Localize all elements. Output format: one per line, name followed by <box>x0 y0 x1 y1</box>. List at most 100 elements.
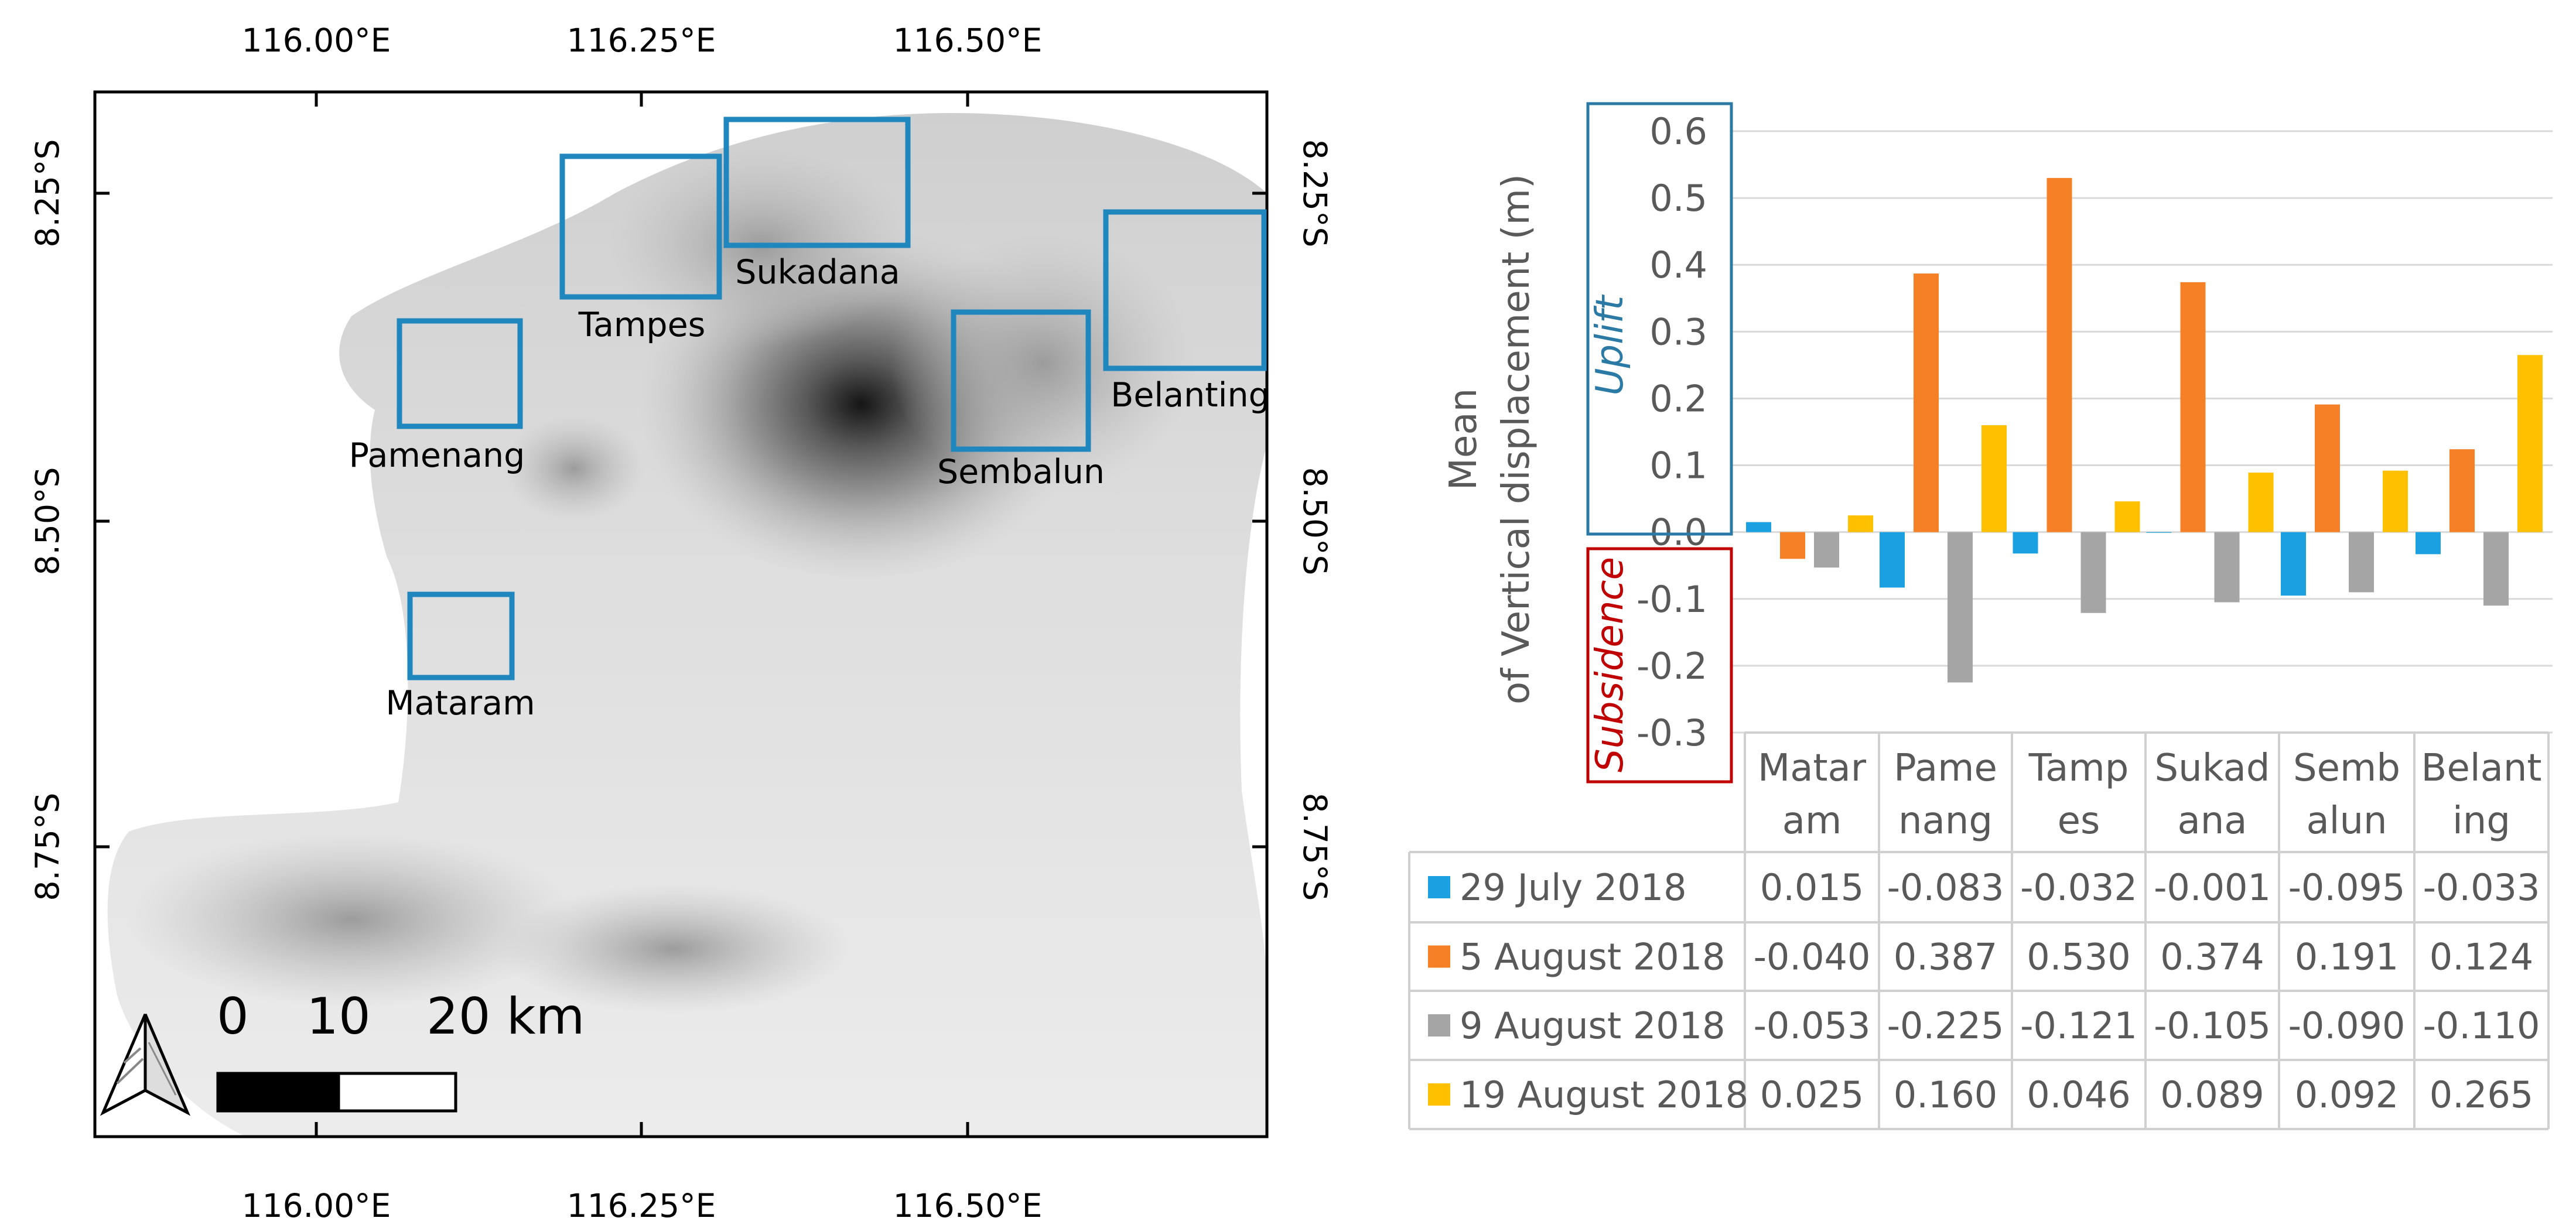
y-axis-label-line2: of Vertical displacement (m) <box>1495 174 1538 704</box>
table-header-line1: Matar <box>1758 747 1867 790</box>
map-frame <box>93 90 1269 1138</box>
study-area-box <box>559 153 722 300</box>
legend-swatch <box>1428 945 1450 968</box>
y-tick-label: 0.3 <box>1649 310 1707 353</box>
y-tick-label: -0.3 <box>1637 712 1707 754</box>
table-header-line2: ing <box>2452 799 2510 843</box>
study-area-label: Sembalun <box>937 453 1105 491</box>
legend-swatch <box>1428 876 1450 898</box>
bar <box>2517 355 2543 532</box>
table-header-line1: Semb <box>2293 747 2400 790</box>
bar <box>2349 532 2374 593</box>
study-area-boxes <box>397 117 1267 680</box>
y-tick-label: 0.0 <box>1649 511 1707 554</box>
table-header-line1: Tamp <box>2028 747 2129 790</box>
study-area-box <box>407 591 515 680</box>
table-cell-value: 0.387 <box>1894 936 1998 979</box>
table-cell-value: 0.265 <box>2430 1073 2534 1116</box>
lon-tick-label-bottom: 116.25°E <box>567 1187 716 1224</box>
bar <box>2416 532 2441 555</box>
study-area-label: Tampes <box>578 306 706 344</box>
table-cell-value: -0.053 <box>1754 1004 1871 1047</box>
bar <box>1780 532 1805 559</box>
study-area-label: Mataram <box>385 684 535 723</box>
bar <box>1914 273 1939 532</box>
study-area-box <box>1103 209 1267 371</box>
table-cell-value: 0.374 <box>2160 936 2264 979</box>
study-area-label: Pamenang <box>349 436 525 475</box>
bar <box>2214 532 2240 603</box>
lat-tick-label-right: 8.75°S <box>1296 793 1334 901</box>
y-tick-label: -0.1 <box>1637 578 1707 621</box>
y-tick-label: 0.1 <box>1649 444 1707 487</box>
table-header-line2: ana <box>2178 799 2247 843</box>
y-tick-label: -0.2 <box>1637 645 1707 687</box>
bar <box>1746 522 1771 532</box>
study-area-label: Sukadana <box>735 253 900 292</box>
scale-label: 10 <box>306 987 370 1046</box>
table-cell-value: -0.110 <box>2423 1004 2540 1047</box>
study-area-box <box>723 117 911 248</box>
lat-tick-label-right: 8.25°S <box>1296 139 1334 248</box>
subsidence-box <box>1586 547 1733 784</box>
y-axis-label-line1: Mean <box>1442 388 1485 490</box>
legend-label: 19 August 2018 <box>1460 1073 1748 1116</box>
bar <box>2047 177 2072 532</box>
table-cell-value: -0.095 <box>2288 866 2406 909</box>
table-cell-value: 0.046 <box>2027 1073 2131 1116</box>
bar <box>1848 515 1873 532</box>
y-tick-label: 0.4 <box>1649 244 1707 286</box>
table-cell-value: 0.530 <box>2027 936 2131 979</box>
uplift-box <box>1586 102 1733 536</box>
y-tick-label: 0.6 <box>1649 110 1707 153</box>
legend-label: 9 August 2018 <box>1460 1004 1726 1047</box>
scale-label: 0 <box>217 987 249 1046</box>
legend-swatch <box>1428 1014 1450 1037</box>
legend-label: 5 August 2018 <box>1460 936 1726 979</box>
bar <box>2146 532 2172 533</box>
highland-east <box>890 234 1195 492</box>
table-cell-value: 0.015 <box>1760 866 1864 909</box>
bar <box>2449 449 2475 532</box>
table-header-line2: am <box>1782 799 1842 843</box>
table-cell-value: -0.083 <box>1887 866 2004 909</box>
lon-tick-label-bottom: 116.00°E <box>242 1187 391 1224</box>
table-cell-value: 0.160 <box>1894 1073 1998 1116</box>
table-header-line1: Sukad <box>2155 747 2270 790</box>
scale-label: 20 km <box>426 987 585 1046</box>
study-area-label: Belanting <box>1111 376 1270 415</box>
table-cell-value: -0.001 <box>2154 866 2271 909</box>
y-tick-label: 0.2 <box>1649 377 1707 420</box>
southern-hills-2 <box>498 884 849 1013</box>
table-cell-value: -0.121 <box>2020 1004 2137 1047</box>
bar <box>2180 282 2206 532</box>
study-area-box <box>951 309 1091 452</box>
table-cell-value: 0.025 <box>1760 1073 1864 1116</box>
legend-swatch <box>1428 1083 1450 1106</box>
table-cell-value: 0.191 <box>2295 936 2399 979</box>
chart-bars <box>1746 177 2543 683</box>
table-cell-value: -0.225 <box>1887 1004 2004 1047</box>
scale-labels: 0 10 20 km <box>217 987 585 1046</box>
table-cell-value: -0.032 <box>2020 866 2137 909</box>
lat-tick-label-left: 8.50°S <box>29 467 66 576</box>
study-area-box <box>397 318 523 429</box>
lat-tick-label-left: 8.25°S <box>29 139 66 248</box>
uplift-label: Uplift <box>1588 294 1632 396</box>
bar <box>2248 473 2274 532</box>
scale-bar <box>216 1072 457 1113</box>
table-cell-value: -0.090 <box>2288 1004 2406 1047</box>
lon-tick-label-bottom: 116.50°E <box>893 1187 1043 1224</box>
map-tick-labels: 116.00°E 116.00°E 116.25°E 116.25°E 116.50°E… <box>29 22 1334 1224</box>
table-header-line2: nang <box>1898 799 1993 843</box>
lat-tick-label-left: 8.75°S <box>29 793 66 901</box>
table-cell-value: -0.105 <box>2154 1004 2271 1047</box>
bar <box>2483 532 2509 606</box>
chart-panel: 0.6 0.5 0.4 0.3 0.2 0.1 0.0 -0.1 -0.2 -0.3 Uplift… <box>1408 102 2553 1130</box>
chart-y-label: Mean of Vertical displacement (m) <box>1442 174 1538 704</box>
table-cell-value: 0.089 <box>2160 1073 2264 1116</box>
lon-tick-label-top: 116.25°E <box>567 22 716 59</box>
